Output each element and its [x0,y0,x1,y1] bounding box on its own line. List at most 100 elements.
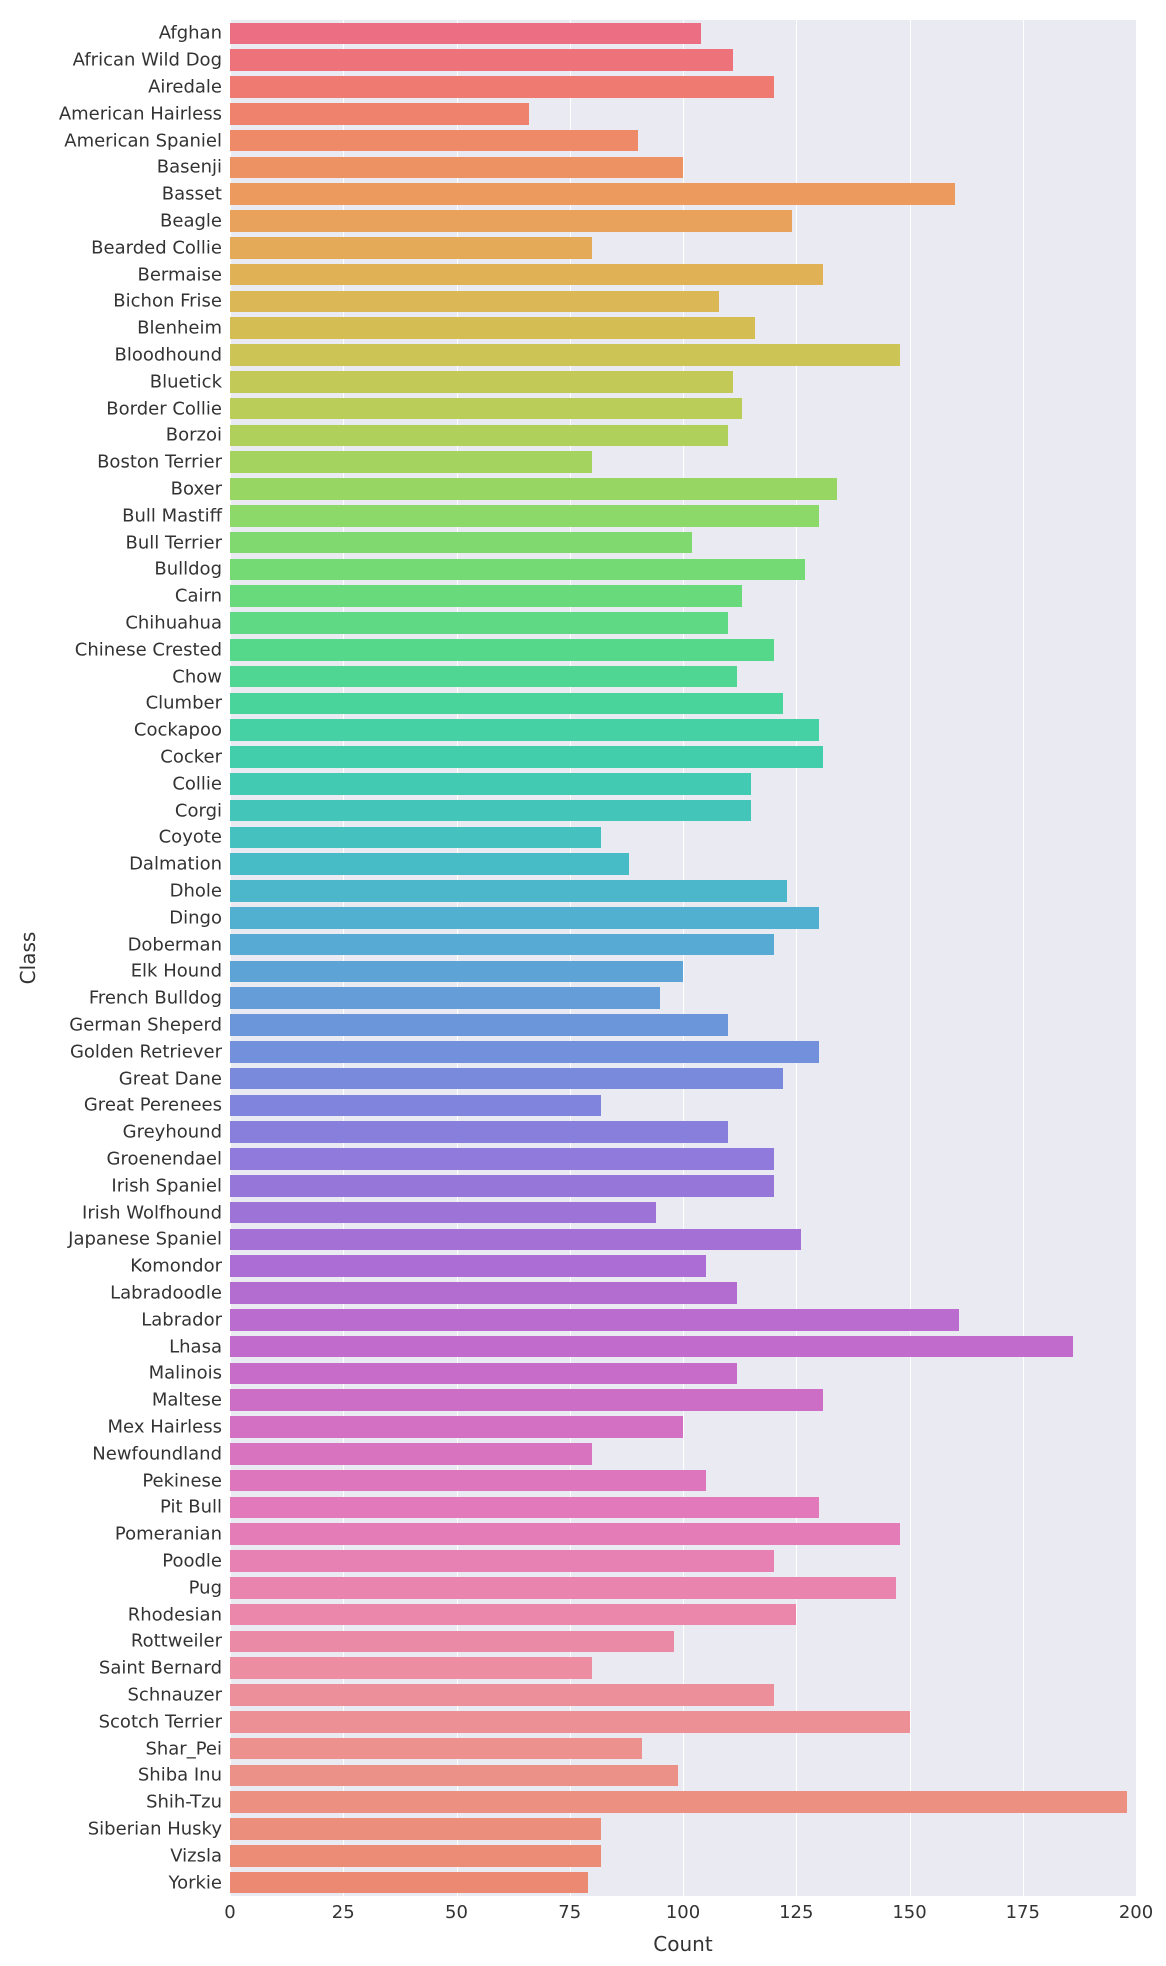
bar [230,746,823,767]
bar [230,1416,683,1437]
y-tick-label: Beagle [160,211,230,232]
bar [230,559,805,580]
bar [230,585,742,606]
bar [230,478,837,499]
bar [230,183,955,204]
y-tick-label: French Bulldog [89,988,230,1009]
bar [230,1255,706,1276]
bar [230,1470,706,1491]
y-tick-label: Maltese [152,1390,230,1411]
bar [230,1872,588,1893]
bar [230,1604,796,1625]
y-tick-label: Greyhound [123,1122,230,1143]
bar [230,1550,774,1571]
y-tick-label: Golden Retriever [70,1041,230,1062]
bar [230,532,692,553]
y-tick-label: Siberian Husky [88,1819,230,1840]
bar [230,1229,801,1250]
y-tick-label: Vizsla [170,1845,230,1866]
y-tick-label: Coyote [159,827,230,848]
y-tick-label: Bull Mastiff [122,505,230,526]
y-tick-label: Lhasa [169,1336,230,1357]
y-tick-label: Bearded Collie [91,237,230,258]
bar [230,1711,910,1732]
y-tick-label: Collie [172,773,230,794]
bar [230,451,592,472]
y-tick-label: Chow [172,666,230,687]
y-tick-label: Komondor [130,1256,230,1277]
y-tick-label: Borzoi [166,425,230,446]
y-tick-label: Bermaise [137,264,230,285]
y-tick-label: Bloodhound [115,345,230,366]
bar [230,987,660,1008]
y-tick-label: Irish Spaniel [111,1175,230,1196]
y-tick-label: Bull Terrier [126,532,230,553]
bar [230,317,755,338]
bar [230,1738,642,1759]
class-count-barh-chart: 0255075100125150175200AfghanAfrican Wild… [0,0,1166,1966]
y-tick-label: Great Perenees [84,1095,230,1116]
y-tick-label: Shiba Inu [138,1765,230,1786]
y-axis-label: Class [16,932,40,985]
bar [230,264,823,285]
bar [230,1389,823,1410]
bar [230,103,529,124]
y-tick-label: Airedale [148,77,230,98]
y-tick-label: Afghan [159,23,230,44]
bar [230,1765,678,1786]
bar [230,237,592,258]
y-tick-label: Newfoundland [92,1443,230,1464]
y-tick-label: Groenendael [107,1149,230,1170]
bar [230,1443,592,1464]
x-tick-label: 75 [558,1896,581,1923]
bar [230,1577,896,1598]
bar [230,1202,656,1223]
y-tick-label: Boston Terrier [97,452,230,473]
y-tick-label: German Sheperd [69,1015,230,1036]
y-tick-label: Basset [162,184,230,205]
bar [230,1041,819,1062]
x-tick-label: 200 [1119,1896,1153,1923]
y-tick-label: Chinese Crested [75,639,230,660]
bar [230,1684,774,1705]
y-tick-label: American Hairless [59,103,230,124]
bar [230,907,819,928]
x-tick-label: 25 [332,1896,355,1923]
y-tick-label: Boxer [171,479,230,500]
y-tick-label: Schnauzer [128,1685,231,1706]
bar [230,639,774,660]
bar [230,1175,774,1196]
bar [230,425,728,446]
plot-area: 0255075100125150175200AfghanAfrican Wild… [230,20,1136,1896]
bar [230,1657,592,1678]
bar [230,853,629,874]
x-gridline [910,20,911,1896]
y-tick-label: Shar_Pei [145,1738,230,1759]
bar [230,773,751,794]
bar [230,1631,674,1652]
bar [230,827,601,848]
y-tick-label: Poodle [162,1551,230,1572]
bar [230,210,792,231]
y-tick-label: Shih-Tzu [146,1792,230,1813]
y-tick-label: Corgi [175,800,230,821]
y-tick-label: Rhodesian [128,1604,230,1625]
y-tick-label: Elk Hound [131,961,230,982]
bar [230,1148,774,1169]
bar [230,961,683,982]
bar [230,693,783,714]
bar [230,398,742,419]
x-tick-label: 150 [892,1896,926,1923]
bar [230,800,751,821]
y-tick-label: Bichon Frise [113,291,230,312]
bar [230,612,728,633]
y-tick-label: Cockapoo [134,720,230,741]
y-tick-label: African Wild Dog [73,50,230,71]
bar [230,1282,737,1303]
y-tick-label: Saint Bernard [99,1658,230,1679]
y-tick-label: Blenheim [137,318,230,339]
y-tick-label: Great Dane [119,1068,230,1089]
y-tick-label: Basenji [157,157,230,178]
y-tick-label: Pekinese [142,1470,230,1491]
bar [230,719,819,740]
